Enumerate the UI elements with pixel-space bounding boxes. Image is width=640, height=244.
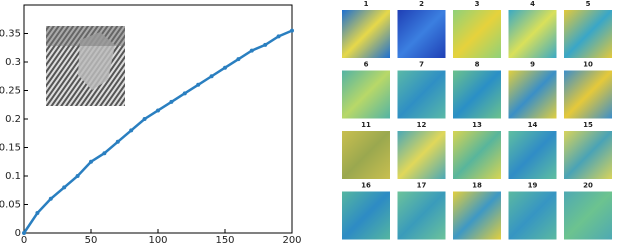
feature-map-label: 13	[472, 121, 482, 129]
feature-map-label: 18	[472, 182, 482, 190]
point	[236, 57, 241, 62]
feature-map	[453, 131, 501, 179]
feature-map-label: 3	[475, 0, 480, 8]
point	[156, 108, 160, 113]
point	[75, 174, 80, 178]
point	[48, 196, 53, 201]
point	[35, 211, 40, 216]
feature-map	[397, 10, 446, 58]
point	[209, 74, 214, 79]
feature-map	[342, 131, 390, 179]
point	[223, 65, 227, 70]
y-tick-label: 0.1	[5, 171, 21, 182]
feature-map	[397, 131, 446, 179]
y-tick-label: 0	[15, 228, 21, 239]
feature-map	[508, 131, 557, 179]
feature-map-label: 14	[528, 121, 538, 129]
y-tick-label: 0.15	[0, 143, 21, 154]
feature-map	[453, 70, 501, 119]
feature-map	[508, 191, 557, 240]
feature-map-label: 2	[419, 0, 424, 8]
feature-map-label: 15	[583, 121, 593, 129]
point	[249, 48, 254, 53]
feature-map-label: 19	[528, 182, 538, 190]
x-tick-label: 0	[21, 235, 27, 244]
point	[102, 151, 107, 156]
x-tick-label: 200	[282, 235, 301, 244]
feature-map-label: 9	[530, 61, 535, 69]
feature-map	[342, 191, 390, 240]
feature-map-label: 16	[361, 182, 371, 190]
point	[22, 231, 26, 235]
point	[129, 128, 134, 133]
feature-map	[397, 191, 446, 240]
feature-map	[564, 131, 612, 179]
feature-map	[564, 70, 612, 119]
y-tick-label: 0.2	[5, 114, 21, 125]
x-tick-label: 50	[85, 235, 98, 244]
feature-map-label: 8	[475, 61, 480, 69]
feature-map	[342, 70, 390, 119]
feature-map-label: 7	[419, 61, 424, 69]
y-tick-label: 0.25	[0, 86, 21, 97]
feature-map	[397, 70, 446, 119]
feature-map	[342, 10, 390, 58]
feature-map-label: 12	[417, 121, 427, 129]
point	[263, 42, 268, 47]
feature-map-label: 6	[364, 61, 369, 69]
feature-map	[564, 191, 612, 240]
feature-map-label: 1	[364, 0, 369, 8]
x-tick-label: 100	[148, 235, 167, 244]
point	[290, 28, 294, 33]
feature-map	[508, 70, 557, 119]
feature-map-label: 11	[361, 121, 371, 129]
y-tick-label: 0.05	[0, 200, 21, 211]
feature-map-label: 4	[530, 0, 535, 8]
y-tick-label: 0.35	[0, 29, 21, 40]
point	[142, 117, 147, 121]
feature-map-label: 5	[586, 0, 591, 8]
feature-map-label: 20	[583, 182, 593, 190]
feature-map	[508, 10, 557, 58]
feature-map	[453, 191, 501, 240]
point	[182, 91, 187, 96]
feature-map	[564, 10, 612, 58]
point	[169, 99, 174, 104]
point	[115, 139, 120, 144]
feature-map	[453, 10, 501, 58]
feature-map-label: 17	[417, 182, 427, 190]
point	[62, 185, 67, 190]
y-tick-label: 0.3	[5, 57, 21, 68]
x-tick-label: 150	[215, 235, 234, 244]
point	[276, 34, 281, 39]
point	[89, 159, 93, 164]
feature-map-label: 10	[583, 61, 593, 69]
inset-image	[46, 26, 125, 106]
point	[196, 82, 201, 87]
